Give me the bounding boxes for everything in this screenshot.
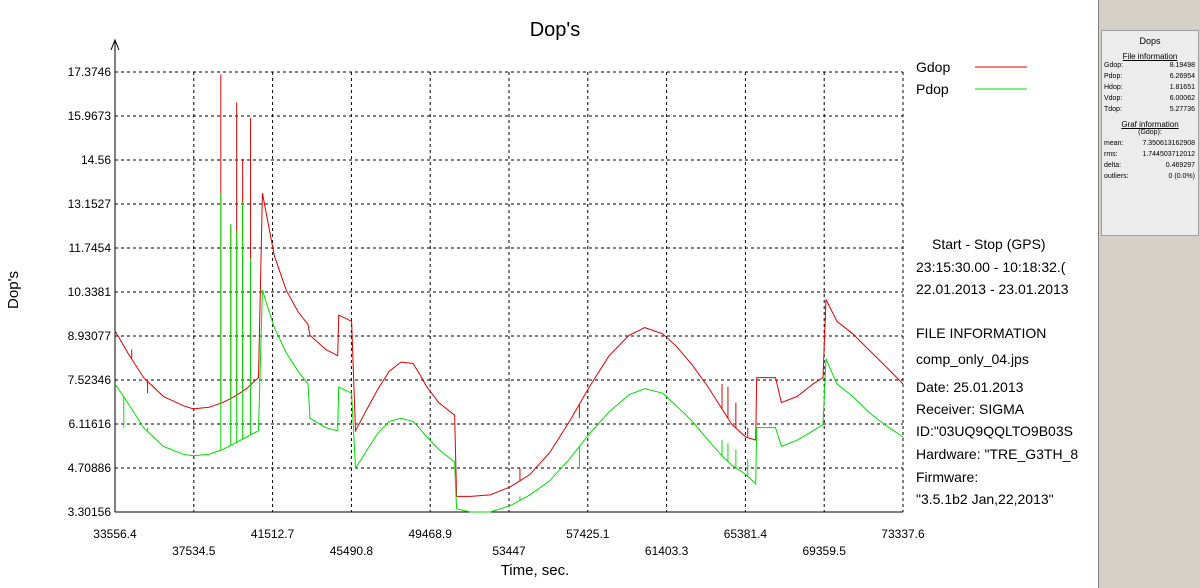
y-tick-label: 10.3381 — [68, 285, 112, 299]
info-value: 7.350613162908 — [1142, 140, 1195, 147]
info-line: FILE INFORMATION — [916, 325, 1046, 341]
chart-title: Dop's — [530, 19, 581, 41]
x-tick-label: 41512.7 — [251, 527, 295, 541]
x-tick-label: 57425.1 — [566, 527, 610, 541]
info-line: Date: 25.01.2013 — [916, 379, 1024, 395]
info-line: 23:15:30.00 - 10:18:32.( — [916, 259, 1066, 275]
info-value: 0.469297 — [1165, 162, 1195, 169]
info-row: rms: 1.744503712012 — [1102, 150, 1198, 161]
info-row: delta: 0.469297 — [1102, 161, 1198, 172]
info-key: delta: — [1104, 162, 1122, 169]
info-line: Firmware: — [916, 469, 978, 485]
x-tick-labels: 33556.4 37534.5 41512.7 45490.8 49468.9 53447… — [93, 527, 925, 558]
file-info-rows: Gdop: 8.19498 Pdop: 6.26954 Hdop: 1.81651 Vdop… — [1102, 61, 1198, 116]
axes — [110, 38, 903, 513]
grid — [114, 71, 904, 513]
info-line: "3.5.1b2 Jan,22,2013" — [916, 491, 1054, 507]
x-tick-label: 73337.6 — [881, 527, 925, 541]
info-line: Hardware: "TRE_G3TH_8 — [916, 446, 1078, 462]
x-tick-label: 45490.8 — [330, 544, 374, 558]
info-value: 6.00062 — [1169, 95, 1195, 102]
info-value: 6.26954 — [1169, 73, 1195, 80]
x-tick-label: 69359.5 — [803, 544, 847, 558]
info-line: 22.01.2013 - 23.01.2013 — [916, 281, 1069, 297]
y-tick-label: 3.30156 — [68, 505, 112, 519]
graf-subtitle: (Gdop): — [1138, 129, 1162, 136]
file-info-text: Start - Stop (GPS) 23:15:30.00 - 10:18:32… — [916, 236, 1078, 507]
y-tick-label: 13.1527 — [68, 197, 112, 211]
x-tick-label: 49468.9 — [409, 527, 453, 541]
file-information-heading: File information — [1122, 52, 1178, 61]
info-key: outliers: — [1104, 173, 1129, 180]
info-key: Gdop: — [1104, 62, 1124, 69]
info-value: 0 (0.0%) — [1168, 173, 1195, 180]
info-row: Hdop: 1.81651 — [1102, 83, 1198, 94]
x-tick-label: 61403.3 — [645, 544, 689, 558]
x-tick-label: 33556.4 — [93, 527, 137, 541]
y-tick-labels: 3.30156 4.70886 6.11616 7.52346 8.93077 10.33… — [68, 65, 112, 519]
info-key: mean: — [1104, 140, 1124, 147]
info-key: Tdop: — [1104, 106, 1122, 113]
info-row: mean: 7.350613162908 — [1102, 139, 1198, 150]
x-tick-label: 65381.4 — [724, 527, 768, 541]
info-key: rms: — [1104, 151, 1118, 158]
info-key: Pdop: — [1104, 73, 1123, 80]
series-line-gdop — [114, 193, 904, 497]
info-value: 1.744503712012 — [1142, 151, 1195, 158]
y-tick-label: 7.52346 — [68, 373, 112, 387]
x-axis-label: Time, sec. — [501, 562, 570, 579]
info-value: 1.81651 — [1169, 84, 1195, 91]
x-tick-label: 37534.5 — [172, 544, 216, 558]
dops-panel: Dops File information Gdop: 8.19498 Pdop: 6… — [1101, 30, 1199, 236]
dop-chart: Dop's 3.30156 4.70886 6.11616 7.52346 8.9307… — [5, 19, 1079, 579]
info-line: Receiver: SIGMA — [916, 401, 1025, 417]
info-row: Gdop: 8.19498 — [1102, 61, 1198, 72]
series-group — [114, 74, 904, 513]
info-row: Vdop: 6.00062 — [1102, 94, 1198, 105]
y-tick-label: 8.93077 — [68, 329, 112, 343]
graf-information-heading: Graf information — [1121, 120, 1179, 129]
info-line: comp_only_04.jps — [916, 351, 1029, 367]
y-tick-label: 17.3746 — [68, 65, 112, 79]
legend-label-pdop: Pdop — [916, 81, 949, 97]
info-line: ID:"03UQ9QQLTO9B03S — [916, 423, 1073, 439]
info-row: Pdop: 6.26954 — [1102, 72, 1198, 83]
y-tick-label: 4.70886 — [68, 461, 112, 475]
y-axis-arrow — [110, 38, 120, 51]
info-row: outliers: 0 (0.0%) — [1102, 172, 1198, 183]
panel-title: Dops — [1139, 36, 1161, 46]
side-panel: Dops File information Gdop: 8.19498 Pdop: 6… — [1098, 0, 1200, 588]
info-key: Hdop: — [1104, 84, 1123, 91]
y-tick-label: 15.9673 — [68, 109, 112, 123]
series-line-pdop — [114, 289, 904, 513]
info-line: Start - Stop (GPS) — [932, 236, 1046, 252]
y-tick-label: 14.56 — [81, 153, 111, 167]
info-key: Vdop: — [1104, 95, 1123, 102]
x-tick-label: 53447 — [492, 544, 526, 558]
y-tick-label: 11.7454 — [69, 241, 112, 255]
legend-label-gdop: Gdop — [916, 59, 950, 75]
graf-info-rows: mean: 7.350613162908 rms: 1.744503712012 del… — [1102, 139, 1198, 183]
y-axis-label: Dop's — [5, 271, 22, 309]
info-value: 5.27736 — [1169, 106, 1195, 113]
y-tick-label: 6.11616 — [69, 417, 112, 431]
info-value: 8.19498 — [1169, 62, 1195, 69]
legend: Gdop Pdop — [916, 59, 1027, 97]
info-row: Tdop: 5.27736 — [1102, 105, 1198, 116]
